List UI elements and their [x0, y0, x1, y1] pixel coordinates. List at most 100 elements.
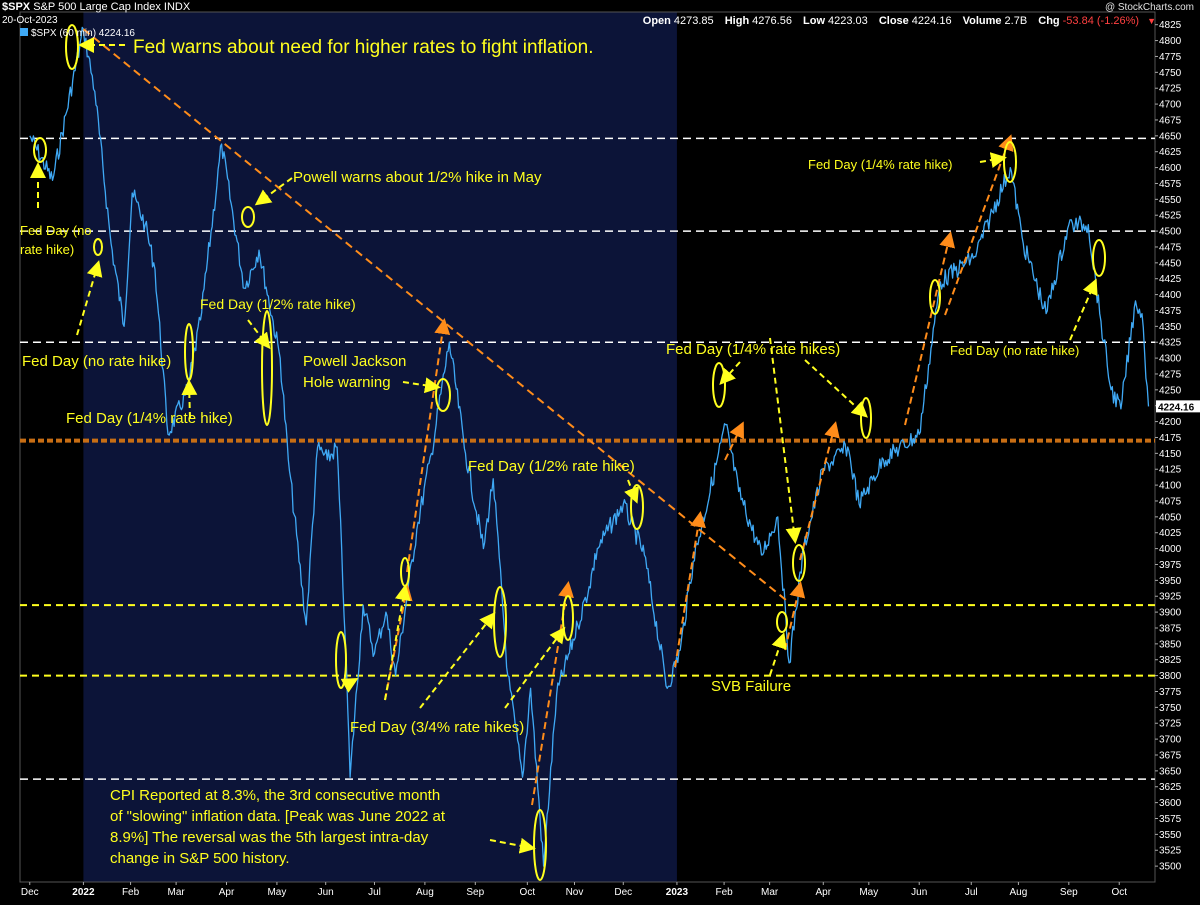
rally-arrow — [406, 318, 451, 573]
y-tick-label: 4575 — [1159, 179, 1182, 190]
x-tick-label: Mar — [167, 887, 185, 898]
annotation-pointer — [979, 152, 1007, 168]
y-tick-label: 4550 — [1159, 195, 1182, 206]
downtrend-line — [82, 28, 790, 604]
annotation-text: Hole warning — [303, 374, 391, 391]
y-tick-label: 4775 — [1159, 52, 1182, 63]
rally-arrow — [784, 581, 806, 651]
x-tick-label: Feb — [715, 887, 733, 898]
annotation-pointer — [804, 359, 868, 418]
x-tick-label: Jun — [911, 887, 927, 898]
y-tick-label: 4325 — [1159, 338, 1182, 349]
y-tick-label: 4700 — [1159, 100, 1182, 111]
x-tick-label: May — [859, 887, 878, 898]
close-label: Close — [878, 15, 909, 27]
event-ellipse — [93, 238, 103, 256]
event-ellipse — [792, 544, 806, 582]
exchange: INDX — [163, 1, 191, 13]
y-tick-label: 4600 — [1159, 163, 1182, 174]
y-tick-label: 4425 — [1159, 274, 1182, 285]
change-value: -53.84 (-1.26%) — [1062, 15, 1140, 27]
annotation-text: rate hike) — [20, 242, 74, 257]
rally-arrow — [799, 421, 840, 561]
legend-line-icon — [20, 28, 28, 36]
x-tick-label: Feb — [122, 887, 140, 898]
annotation-text: Fed Day (1/4% rate hikes) — [666, 341, 840, 358]
annotation-pointer — [1069, 278, 1098, 341]
x-tick-label: Oct — [520, 887, 536, 898]
chart-date: 20-Oct-2023 — [2, 15, 58, 26]
y-tick-label: 3500 — [1159, 862, 1182, 873]
y-tick-label: 3575 — [1159, 814, 1182, 825]
y-tick-label: 3950 — [1159, 576, 1182, 587]
annotation-pointer — [504, 626, 566, 709]
series-legend: $SPX (60 min) 4224.16 — [20, 28, 135, 39]
x-tick-label: Apr — [219, 887, 235, 898]
x-tick-label: Aug — [416, 887, 434, 898]
change-label: Chg — [1038, 15, 1060, 27]
rally-arrow — [384, 584, 413, 701]
event-ellipse — [261, 310, 273, 426]
annotation-pointer — [719, 361, 741, 385]
x-tick-label: Oct — [1111, 887, 1127, 898]
y-tick-label: 3725 — [1159, 719, 1182, 730]
y-tick-label: 4350 — [1159, 322, 1182, 333]
high-value: 4276.56 — [752, 15, 792, 27]
volume-value: 2.7B — [1004, 15, 1028, 27]
y-tick-label: 3875 — [1159, 623, 1182, 634]
annotation-pointer — [181, 379, 198, 419]
last-price-tag: 4224.16 — [1156, 400, 1200, 413]
annotation-text: Fed Day (no rate hike) — [22, 353, 171, 370]
x-tick-label: Dec — [614, 887, 632, 898]
y-tick-label: 4675 — [1159, 115, 1182, 126]
y-tick-label: 4525 — [1159, 211, 1182, 222]
annotation-pointer — [384, 584, 411, 701]
ohlc-bar: Open 4273.85 High 4276.56 Low 4223.03 Close… — [643, 15, 1156, 27]
close-value: 4224.16 — [911, 15, 952, 27]
event-ellipse — [776, 611, 788, 633]
annotation-pointer — [769, 337, 802, 544]
annotation-text: Fed Day (1/2% rate hike) — [468, 458, 635, 475]
event-ellipse — [1092, 239, 1106, 277]
annotation-text: Fed Day (no rate hike) — [950, 343, 1079, 358]
volume-label: Volume — [962, 15, 1002, 27]
x-tick-label: Jun — [318, 887, 334, 898]
event-ellipse — [712, 362, 726, 408]
y-tick-label: 4200 — [1159, 417, 1182, 428]
last-price-box — [1156, 400, 1200, 413]
y-tick-label: 3800 — [1159, 671, 1182, 682]
x-tick-label: May — [267, 887, 286, 898]
last-price-label: 4224.16 — [1158, 402, 1195, 413]
annotation-text: Fed Day (1/2% rate hike) — [200, 296, 356, 312]
y-tick-label: 3700 — [1159, 735, 1182, 746]
y-tick-label: 3525 — [1159, 846, 1182, 857]
annotation-text: SVB Failure — [711, 678, 791, 695]
low-value: 4223.03 — [828, 15, 868, 27]
x-tick-label: 2022 — [72, 887, 95, 898]
annotation-text: of "slowing" inflation data. [Peak was J… — [110, 808, 446, 825]
annotation-text: CPI Reported at 8.3%, the 3rd consecutiv… — [110, 787, 440, 804]
x-tick-label: Apr — [815, 887, 831, 898]
y-tick-label: 4750 — [1159, 68, 1182, 79]
annotation-text: Powell warns about 1/2% hike in May — [293, 169, 542, 186]
high-label: High — [724, 15, 750, 27]
y-tick-label: 4075 — [1159, 496, 1182, 507]
y-tick-label: 4475 — [1159, 242, 1182, 253]
x-tick-label: 2023 — [666, 887, 689, 898]
y-tick-label: 4100 — [1159, 481, 1182, 492]
y-tick-label: 3775 — [1159, 687, 1182, 698]
y-tick-label: 3625 — [1159, 782, 1182, 793]
event-ellipse — [435, 378, 451, 412]
rally-arrow — [724, 421, 744, 461]
down-triangle-icon: ▼ — [1147, 16, 1156, 26]
event-ellipse — [929, 279, 941, 315]
y-tick-label: 4625 — [1159, 147, 1182, 158]
y-tick-label: 4500 — [1159, 227, 1182, 238]
index-name: S&P 500 Large Cap Index — [33, 1, 161, 13]
symbol: $SPX — [2, 1, 31, 13]
stockcharts-watermark: @ StockCharts.com — [1104, 2, 1194, 13]
annotation-text: change in S&P 500 history. — [110, 850, 290, 867]
x-tick-label: Jul — [368, 887, 381, 898]
annotation-text: Powell Jackson — [303, 353, 406, 370]
